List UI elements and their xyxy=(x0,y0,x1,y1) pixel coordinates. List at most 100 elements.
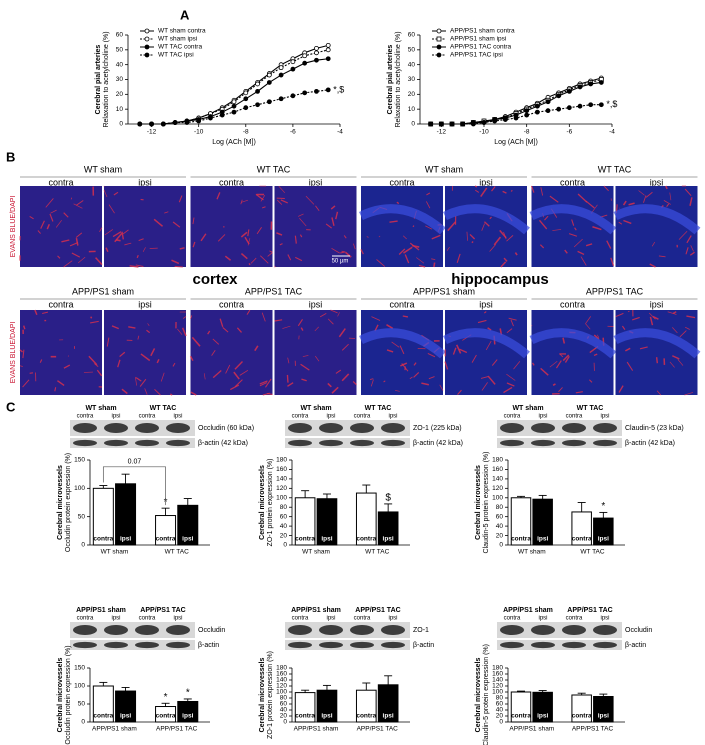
point xyxy=(470,121,476,127)
micrograph-vessel xyxy=(589,379,593,383)
micrograph-vessel xyxy=(409,376,413,380)
micrograph-vessel xyxy=(259,382,268,387)
blot-band xyxy=(104,423,128,433)
blot-group: APP/PS1 TAC xyxy=(567,607,612,614)
legend-label: WT TAC contra xyxy=(158,44,202,51)
y-tick-label: 120 xyxy=(276,485,287,492)
micrograph-vessel xyxy=(63,260,73,268)
bar xyxy=(115,690,137,723)
micrograph-vessel xyxy=(265,378,272,388)
point xyxy=(243,96,249,102)
y-tick-label: 60 xyxy=(280,513,288,520)
micrograph-vessel xyxy=(280,199,288,204)
y-axis-label: Cerebral microvessels xyxy=(475,465,482,540)
micrograph-vessel xyxy=(70,197,73,200)
y-tick-label: 0 xyxy=(411,121,415,128)
x-tick-label: -10 xyxy=(194,129,204,136)
bar xyxy=(355,492,377,546)
micrograph-vessel xyxy=(366,236,369,238)
micrograph xyxy=(20,186,102,267)
point xyxy=(534,103,540,109)
micrograph-vessel xyxy=(247,238,251,246)
micrograph-vessel xyxy=(73,203,83,209)
blot-band xyxy=(73,423,97,433)
micrograph-vessel xyxy=(386,349,394,353)
micrograph-vessel xyxy=(128,326,136,329)
bar-label: ipsi xyxy=(182,713,193,720)
micrograph-vessel xyxy=(319,312,327,318)
micrograph-vessel xyxy=(138,238,144,242)
point xyxy=(314,57,319,63)
micrograph-vessel xyxy=(260,194,266,202)
micrograph-vessel xyxy=(425,225,433,230)
micrograph-vessel xyxy=(575,391,583,394)
bar xyxy=(510,691,532,723)
bar xyxy=(571,511,592,546)
bar-label: contra xyxy=(572,536,592,543)
bar-label: ipsi xyxy=(537,713,548,720)
micrograph-vessel xyxy=(555,360,562,369)
blot-protein: ZO-1 xyxy=(413,627,429,634)
blot-lane: contra xyxy=(292,616,309,622)
y-tick-label: 0 xyxy=(499,719,503,726)
micrograph-vessel xyxy=(426,192,431,196)
panel-label: B xyxy=(6,149,15,164)
micrograph-vessel xyxy=(189,355,194,362)
y-axis-label: Occludin protein expression (%) xyxy=(65,453,72,552)
point xyxy=(534,109,540,115)
blot-band xyxy=(135,439,159,447)
micrograph-vessel xyxy=(240,199,248,203)
micrograph-vessel xyxy=(506,382,515,387)
point xyxy=(231,103,237,109)
micrograph-vessel xyxy=(649,263,656,268)
point xyxy=(255,88,260,94)
blot-band xyxy=(381,439,405,447)
micrograph-vessel xyxy=(234,361,243,370)
micrograph-vessel xyxy=(672,311,677,315)
y-tick-label: 40 xyxy=(280,523,288,530)
blot-group: WT sham xyxy=(512,405,543,412)
micrograph-vessel xyxy=(562,337,566,344)
y-tick-label: 50 xyxy=(116,47,124,54)
blot-strip xyxy=(497,420,622,436)
micrograph-vessel xyxy=(539,244,545,249)
point xyxy=(325,56,331,62)
point xyxy=(428,121,434,127)
micrograph-vessel xyxy=(669,192,672,201)
micrograph-vessel xyxy=(643,195,647,203)
point xyxy=(278,65,284,71)
lane-label: contra xyxy=(48,177,73,187)
micrograph-vessel xyxy=(622,200,627,206)
micrograph-vessel xyxy=(294,235,297,244)
bar xyxy=(177,504,199,546)
y-axis-label: Cerebral pial arteries xyxy=(387,45,394,115)
micrograph-vessel xyxy=(295,256,303,262)
y-tick-label: 120 xyxy=(492,485,503,492)
point xyxy=(556,93,562,99)
blot-band xyxy=(500,423,524,433)
micrograph-vessel xyxy=(378,235,381,238)
micrograph-vessel xyxy=(287,382,294,387)
bar-label: ipsi xyxy=(321,713,332,720)
micrograph-vessel xyxy=(22,379,30,388)
micrograph-vessel xyxy=(63,212,69,218)
micrograph-vessel xyxy=(135,376,137,386)
micrograph xyxy=(190,186,273,267)
x-tick-label: -6 xyxy=(290,129,296,136)
legend-label: APP/PS1 sham ipsi xyxy=(450,36,506,43)
point xyxy=(545,99,551,105)
x-axis-label: Log (ACh [M]) xyxy=(212,139,256,146)
blot-protein: Occludin (60 kDa) xyxy=(198,425,254,432)
blot-lane: ipsi xyxy=(111,414,120,420)
micrograph-vessel xyxy=(658,255,666,258)
micrograph-vessel xyxy=(274,266,276,268)
y-tick-label: 0 xyxy=(499,542,503,549)
micrograph-vessel xyxy=(22,325,26,330)
micrograph-vessel xyxy=(360,249,364,255)
y-tick-label: 40 xyxy=(496,707,504,714)
blot-band xyxy=(381,625,405,635)
legend-marker xyxy=(144,28,150,34)
blot-group: APP/PS1 sham xyxy=(76,607,126,614)
point xyxy=(513,115,519,121)
y-tick-label: 100 xyxy=(74,485,85,492)
